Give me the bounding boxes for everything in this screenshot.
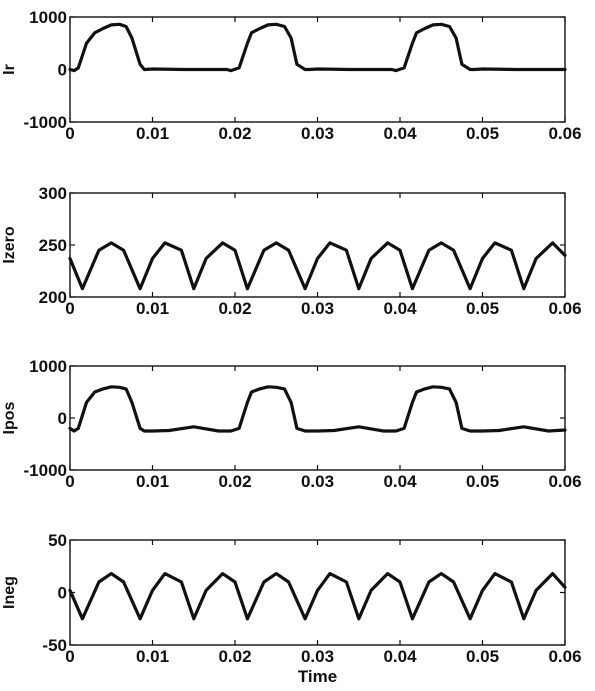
x-tick-label: 0.01 <box>136 124 169 143</box>
y-axis-label: Ipos <box>1 401 18 434</box>
x-tick-label: 0.03 <box>301 299 334 318</box>
y-tick-label: 0 <box>58 409 67 428</box>
series-line-3 <box>68 385 567 433</box>
y-tick-label: 0 <box>58 584 67 603</box>
x-tick-label: 0.03 <box>301 472 334 491</box>
y-tick-label: 300 <box>39 184 67 203</box>
y-tick-label: 1000 <box>29 357 67 376</box>
x-tick-label: 0.06 <box>548 299 581 318</box>
y-tick-label: 250 <box>39 236 67 255</box>
x-tick-label: 0.06 <box>548 472 581 491</box>
y-tick-label: 200 <box>39 288 67 307</box>
x-tick-label: 0.05 <box>466 124 499 143</box>
x-tick-label: 0.05 <box>466 299 499 318</box>
y-axis-label: Izero <box>1 226 18 264</box>
x-tick-label: 0.05 <box>466 647 499 666</box>
x-tick-label: 0.04 <box>383 124 417 143</box>
x-tick-label: 0 <box>65 124 74 143</box>
y-tick-label: 1000 <box>29 8 67 27</box>
x-tick-label: 0.04 <box>383 299 417 318</box>
x-tick-label: 0.04 <box>383 472 417 491</box>
x-tick-label: 0.02 <box>218 472 251 491</box>
x-tick-label: 0.03 <box>301 647 334 666</box>
plot-frame-3 <box>69 365 566 471</box>
y-axis-label: Ineg <box>1 576 18 609</box>
x-tick-label: 0.02 <box>218 124 251 143</box>
x-tick-label: 0.01 <box>136 647 169 666</box>
series-line-1 <box>68 22 567 73</box>
x-tick-label: 0 <box>65 299 74 318</box>
x-tick-label: 0 <box>65 647 74 666</box>
x-tick-label: 0.06 <box>548 124 581 143</box>
y-tick-label: -1000 <box>24 461 67 480</box>
x-axis-label: Time <box>298 667 337 686</box>
series-line-2 <box>68 241 567 291</box>
x-tick-label: 0.01 <box>136 299 169 318</box>
series-line-4 <box>68 572 567 621</box>
x-tick-label: 0.05 <box>466 472 499 491</box>
x-tick-label: 0.01 <box>136 472 169 491</box>
y-tick-label: 0 <box>58 61 67 80</box>
x-tick-label: 0.06 <box>548 647 581 666</box>
x-tick-label: 0.03 <box>301 124 334 143</box>
y-tick-label: 50 <box>48 531 67 550</box>
x-tick-label: 0 <box>65 472 74 491</box>
y-axis-label: Ir <box>1 64 18 75</box>
x-tick-label: 0.04 <box>383 647 417 666</box>
y-tick-label: -50 <box>42 636 67 655</box>
x-tick-label: 0.02 <box>218 299 251 318</box>
x-tick-label: 0.02 <box>218 647 251 666</box>
y-tick-label: -1000 <box>24 113 67 132</box>
